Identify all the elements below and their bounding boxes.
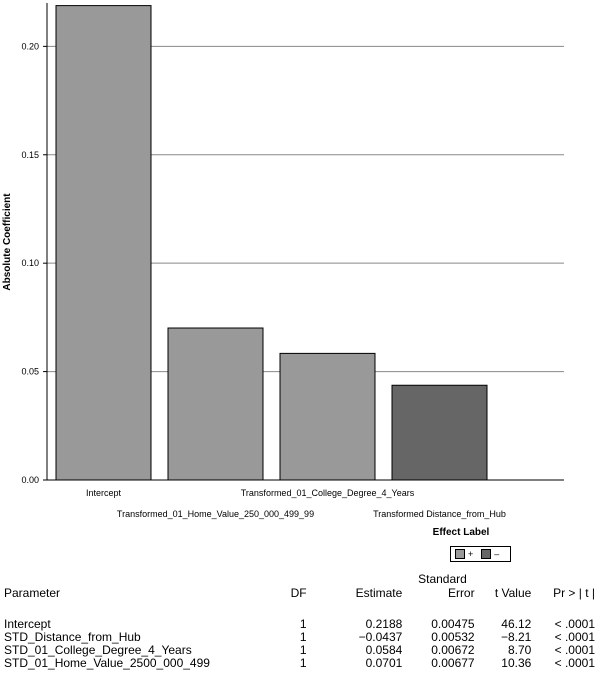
cell-se: 0.00532 xyxy=(431,630,475,644)
table-row: STD_Distance_from_Hub 1 −0.0437 0.00532 … xyxy=(0,631,599,644)
header-se-top: Standard xyxy=(418,572,467,586)
cell-se: 0.00475 xyxy=(431,617,475,631)
y-tick-label: 0.20 xyxy=(21,41,39,51)
table-row: Intercept 1 0.2188 0.00475 46.12 < .0001 xyxy=(0,618,599,631)
bar xyxy=(167,327,264,481)
cell-p: < .0001 xyxy=(554,656,595,670)
cell-parameter: STD_01_College_Degree_4_Years xyxy=(4,643,192,657)
cell-p: < .0001 xyxy=(554,630,595,644)
x-tick-label: Transformed_01_Home_Value_250_000_499_99 xyxy=(117,509,314,519)
axes xyxy=(43,3,564,481)
cell-t: 10.36 xyxy=(501,656,532,670)
cell-parameter: Intercept xyxy=(4,617,51,631)
header-parameter: Parameter xyxy=(4,586,61,600)
header-standard-error: Standard Error xyxy=(406,572,478,600)
cell-se: 0.00672 xyxy=(431,643,475,657)
legend: + – xyxy=(450,546,511,562)
y-axis-label: Absolute Coefficient xyxy=(2,193,13,291)
cell-estimate: 0.0701 xyxy=(365,656,403,670)
cell-t: −8.21 xyxy=(500,630,532,644)
bar xyxy=(391,384,488,481)
legend-item-negative: – xyxy=(481,549,499,559)
legend-item-positive: + xyxy=(455,549,473,559)
table-row: STD_01_Home_Value_2500_000_499 1 0.0701 … xyxy=(0,657,599,670)
bar xyxy=(279,352,376,481)
cell-df: 1 xyxy=(299,617,307,631)
cell-df: 1 xyxy=(299,656,307,670)
positive-swatch-icon xyxy=(455,549,465,559)
y-tick-labels: 0.00 0.05 0.10 0.15 0.20 xyxy=(21,41,39,485)
header-p-value: Pr > | t | xyxy=(553,586,595,600)
cell-t: 8.70 xyxy=(507,643,532,657)
cell-estimate: 0.0584 xyxy=(365,643,403,657)
legend-positive-label: + xyxy=(468,549,474,559)
cell-se: 0.00677 xyxy=(431,656,475,670)
x-tick-labels: Intercept Transformed_01_Home_Value_250_0… xyxy=(86,488,506,519)
negative-swatch-icon xyxy=(481,549,492,559)
bar-chart: 0.00 0.05 0.10 0.15 0.20 Intercept Transforme… xyxy=(2,3,564,538)
x-tick-label: Transformed Distance_from_Hub xyxy=(373,509,506,519)
cell-estimate: −0.0437 xyxy=(358,630,403,644)
y-tick-label: 0.15 xyxy=(21,150,39,160)
x-tick-label: Intercept xyxy=(86,488,122,498)
bars xyxy=(55,5,488,481)
header-df: DF xyxy=(290,586,307,600)
legend-negative-label: – xyxy=(494,549,500,559)
table-row: STD_01_College_Degree_4_Years 1 0.0584 0… xyxy=(0,644,599,657)
x-tick-label: Transformed_01_College_Degree_4_Years xyxy=(241,488,415,498)
cell-p: < .0001 xyxy=(554,617,595,631)
parameter-estimates-table: Parameter DF Estimate Standard Error t V… xyxy=(0,572,599,670)
cell-parameter: STD_01_Home_Value_2500_000_499 xyxy=(4,656,210,670)
table-header-row: Parameter DF Estimate Standard Error t V… xyxy=(0,572,599,600)
y-tick-label: 0.10 xyxy=(21,258,39,268)
bar xyxy=(55,5,152,481)
cell-df: 1 xyxy=(299,643,307,657)
cell-estimate: 0.2188 xyxy=(365,617,403,631)
cell-df: 1 xyxy=(299,630,307,644)
cell-parameter: STD_Distance_from_Hub xyxy=(4,630,141,644)
y-tick-label: 0.05 xyxy=(21,367,39,377)
cell-p: < .0001 xyxy=(554,643,595,657)
header-se-bottom: Error xyxy=(447,586,475,600)
header-t-value: t Value xyxy=(494,586,532,600)
x-axis-label: Effect Label xyxy=(433,527,490,538)
header-estimate: Estimate xyxy=(355,586,403,600)
y-tick-label: 0.00 xyxy=(21,475,39,485)
cell-t: 46.12 xyxy=(501,617,532,631)
